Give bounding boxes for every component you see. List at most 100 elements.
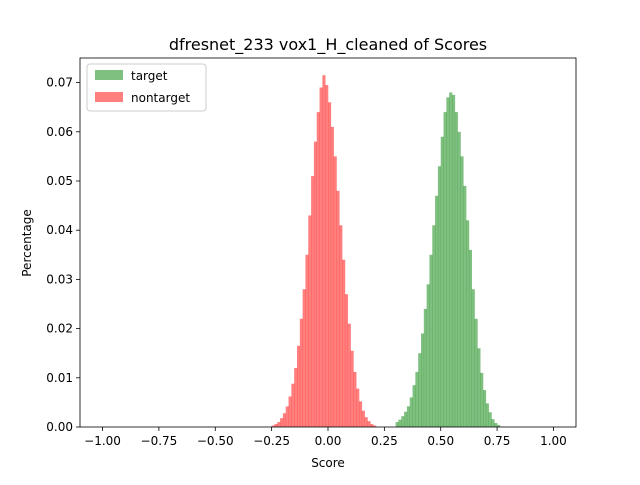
target-bar	[452, 94, 456, 428]
x-tick-label: −0.25	[253, 434, 290, 448]
x-tick-label: 0.00	[315, 434, 342, 448]
x-axis: −1.00 −0.75 −0.50 −0.25 0.00 0.25 0.50 0.75 1.00	[84, 427, 567, 448]
nontarget-bar	[328, 102, 332, 427]
nontarget-bar	[302, 289, 306, 427]
target-bar	[494, 423, 498, 427]
nontarget-bar	[311, 176, 315, 427]
target-bar	[401, 416, 405, 427]
nontarget-bar	[344, 294, 349, 427]
target-bar	[468, 249, 473, 427]
target-bar	[435, 195, 439, 427]
nontarget-bar	[359, 401, 363, 427]
target-bar	[409, 397, 413, 427]
target-bar	[491, 419, 495, 427]
nontarget-bar	[347, 323, 351, 427]
nontarget-bar	[342, 259, 346, 427]
nontarget-bar	[294, 367, 298, 427]
y-tick-label: 0.03	[46, 272, 73, 286]
nontarget-bar	[361, 410, 365, 427]
nontarget-bar	[319, 87, 323, 428]
legend-swatch-nontarget	[95, 92, 123, 102]
bars-layer	[271, 75, 501, 428]
target-bar	[415, 371, 419, 427]
target-bar	[457, 131, 461, 428]
target-bar	[497, 425, 501, 427]
legend: target nontarget	[86, 63, 207, 112]
x-tick-label: 0.75	[484, 434, 511, 448]
x-tick-label: −1.00	[84, 434, 121, 448]
target-bar	[466, 220, 470, 427]
target-bar	[488, 412, 492, 427]
target-bar	[412, 385, 416, 427]
nontarget-bar	[373, 425, 377, 427]
y-tick-label: 0.00	[46, 420, 73, 434]
y-tick-label: 0.07	[46, 76, 73, 90]
x-tick-label: −0.75	[141, 434, 178, 448]
target-bar	[395, 422, 399, 427]
y-tick-label: 0.01	[46, 371, 73, 385]
legend-label-target: target	[131, 69, 168, 83]
nontarget-bar	[336, 190, 340, 427]
legend-swatch-target	[95, 70, 123, 80]
y-tick-label: 0.02	[46, 322, 73, 336]
nontarget-bar	[280, 418, 284, 427]
nontarget-bar	[291, 383, 295, 427]
target-bar	[477, 348, 481, 427]
target-bar	[485, 403, 489, 427]
x-tick-label: 1.00	[540, 434, 567, 448]
y-tick-label: 0.06	[46, 125, 73, 139]
target-bar	[421, 333, 425, 427]
series-target	[395, 92, 501, 428]
nontarget-bar	[305, 254, 309, 427]
target-bar	[440, 136, 444, 427]
target-bar	[483, 390, 487, 427]
y-axis-label: Percentage	[20, 209, 34, 277]
target-bar	[443, 112, 447, 428]
nontarget-bar	[350, 350, 354, 427]
nontarget-bar	[325, 85, 329, 427]
y-tick-label: 0.05	[46, 174, 73, 188]
target-bar	[437, 166, 442, 428]
nontarget-bar	[271, 425, 275, 427]
target-bar	[429, 254, 433, 427]
nontarget-bar	[288, 396, 292, 427]
nontarget-bar	[316, 112, 320, 428]
target-bar	[398, 419, 402, 427]
nontarget-bar	[356, 388, 360, 427]
nontarget-bar	[367, 421, 371, 427]
nontarget-bar	[299, 318, 303, 427]
x-axis-label: Score	[311, 456, 345, 470]
target-bar	[463, 185, 467, 427]
x-tick-label: 0.50	[427, 434, 454, 448]
target-bar	[426, 284, 430, 427]
target-bar	[480, 372, 484, 427]
nontarget-bar	[297, 345, 301, 427]
nontarget-bar	[370, 424, 374, 427]
target-bar	[432, 225, 436, 427]
target-bar	[446, 97, 450, 428]
target-bar	[406, 406, 411, 427]
target-bar	[454, 112, 458, 428]
target-bar	[474, 318, 478, 427]
nontarget-bar	[322, 75, 326, 427]
target-bar	[460, 156, 464, 427]
target-bar	[404, 411, 408, 427]
chart-title: dfresnet_233 vox1_H_cleaned of Scores	[169, 35, 487, 55]
legend-label-nontarget: nontarget	[131, 91, 190, 105]
target-bar	[418, 353, 422, 427]
nontarget-bar	[282, 413, 287, 427]
nontarget-bar	[330, 126, 334, 427]
nontarget-bar	[274, 424, 278, 427]
nontarget-bar	[364, 417, 368, 427]
target-bar	[423, 308, 427, 427]
x-tick-label: −0.50	[197, 434, 234, 448]
nontarget-bar	[333, 156, 337, 427]
series-nontarget	[271, 75, 377, 428]
target-bar	[471, 289, 475, 427]
x-tick-label: 0.25	[371, 434, 398, 448]
nontarget-bar	[285, 406, 289, 427]
target-bar	[449, 92, 453, 427]
nontarget-bar	[308, 215, 312, 427]
